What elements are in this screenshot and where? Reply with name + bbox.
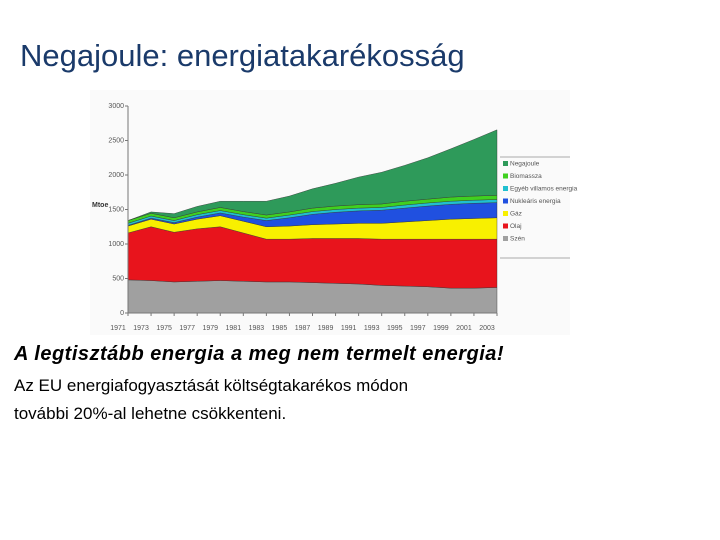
x-tick-label: 1985	[272, 325, 288, 332]
y-tick-label: 2500	[108, 137, 124, 144]
x-tick-label: 1999	[433, 325, 449, 332]
x-tick-label: 2003	[479, 325, 495, 332]
legend-swatch	[503, 223, 508, 229]
x-tick-label: 1971	[110, 325, 126, 332]
x-tick-label: 1981	[226, 325, 242, 332]
x-tick-label: 1987	[295, 325, 311, 332]
legend-label: Nukleáris energia	[510, 198, 561, 205]
body-text: Az EU energiafogyasztását költségtakarék…	[14, 376, 409, 395]
y-tick-label: 1000	[108, 241, 124, 248]
x-tick-label: 1989	[318, 325, 334, 332]
y-tick-label: 0	[120, 310, 124, 317]
y-tick-label: 2000	[108, 172, 124, 179]
y-tick-label: 1500	[108, 206, 124, 213]
x-tick-label: 1973	[133, 325, 149, 332]
legend-swatch	[503, 173, 508, 179]
x-tick-label: 2001	[456, 325, 472, 332]
y-axis-label: Mtoe	[92, 202, 108, 209]
slide-title: Negajoule: energiatakarékosság	[20, 38, 465, 73]
headline: A legtisztább energia a meg nem termelt …	[14, 343, 505, 365]
legend-label: Szén	[510, 236, 525, 243]
legend-swatch	[503, 186, 508, 191]
x-tick-label: 1995	[387, 325, 403, 332]
x-tick-label: 1993	[364, 325, 380, 332]
legend-label: Biomassza	[510, 173, 542, 180]
body-text: további 20%-al lehetne csökkenteni.	[14, 404, 287, 423]
y-tick-label: 500	[112, 275, 124, 282]
x-tick-label: 1983	[249, 325, 265, 332]
legend-swatch	[503, 161, 508, 166]
x-tick-label: 1997	[410, 325, 426, 332]
legend-swatch	[503, 211, 508, 216]
x-tick-label: 1979	[202, 325, 218, 332]
legend-label: Gáz	[510, 211, 522, 218]
legend-label: Olaj	[510, 223, 522, 230]
legend-label: Negajoule	[510, 161, 540, 168]
area	[127, 129, 498, 221]
legend-swatch	[503, 236, 508, 241]
legend-swatch	[503, 198, 508, 204]
x-tick-label: 1975	[156, 325, 172, 332]
x-tick-label: 1991	[341, 325, 357, 332]
y-tick-label: 3000	[108, 103, 124, 110]
x-tick-label: 1977	[179, 325, 195, 332]
legend-label: Egyéb villamos energia	[510, 186, 578, 193]
